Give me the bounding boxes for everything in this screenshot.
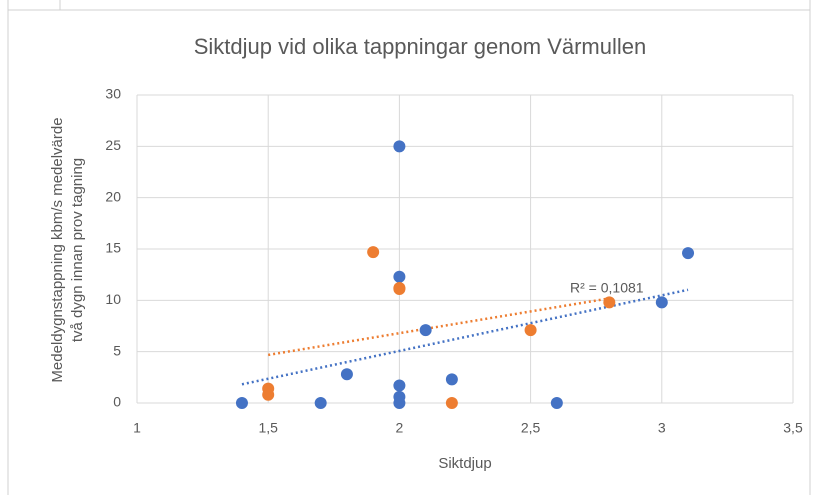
trendline <box>241 288 689 386</box>
y-axis-title-line: Medeldygnstappning kbm/s medelvärde <box>49 117 66 382</box>
point <box>550 397 563 409</box>
point <box>393 397 406 409</box>
point <box>367 246 380 259</box>
point <box>393 270 406 283</box>
y-axis-title-line: två dygn innan prov tagning <box>69 158 86 342</box>
y-tick-label: 10 <box>105 291 121 307</box>
annotation: R² = 0,1081 <box>570 280 644 296</box>
y-axis-title: Medeldygnstappning kbm/s medelvärde två … <box>49 117 86 382</box>
point <box>655 296 668 309</box>
point <box>445 373 458 386</box>
x-tick-label: 1,5 <box>258 420 278 436</box>
point <box>235 397 248 409</box>
point <box>262 388 275 401</box>
x-tick-label: 3 <box>658 420 666 436</box>
point <box>393 283 406 296</box>
y-tick-label: 30 <box>105 86 121 102</box>
chart-title: Siktdjup vid olika tappningar genom Värm… <box>194 34 646 59</box>
point <box>393 379 406 392</box>
point <box>603 296 616 309</box>
y-tick-label: 20 <box>105 188 121 204</box>
x-axis-title: Siktdjup <box>438 455 491 472</box>
x-tick-label: 2,5 <box>521 420 541 436</box>
point <box>393 140 406 153</box>
y-tick-label: 25 <box>105 137 121 153</box>
point <box>340 368 353 381</box>
y-tick-label: 15 <box>105 240 121 256</box>
point <box>419 324 432 337</box>
point <box>524 324 537 337</box>
x-tick-label: 2 <box>396 420 404 436</box>
point <box>314 397 327 409</box>
y-tick-label: 0 <box>113 394 121 410</box>
point <box>445 397 458 409</box>
x-tick-label: 3,5 <box>783 420 803 436</box>
y-tick-label: 5 <box>113 342 121 358</box>
x-tick-label: 1 <box>133 420 141 436</box>
point <box>682 247 695 260</box>
